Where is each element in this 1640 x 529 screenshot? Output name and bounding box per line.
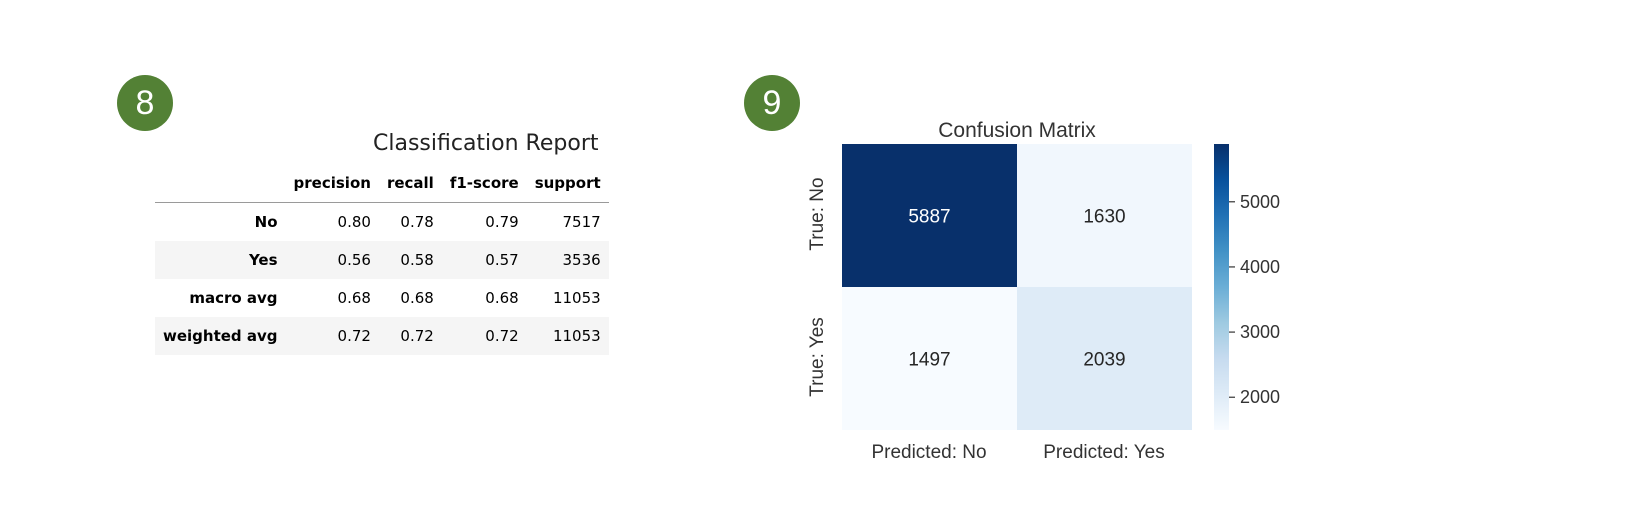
confusion-matrix-chart: Confusion Matrix 5887 1630 1497 2039 Predic… (807, 119, 1280, 463)
step-badge-8: 8 (117, 75, 173, 131)
row-label: macro avg (189, 289, 278, 307)
y-label-true-no: True: No (807, 177, 828, 250)
precision-cell: 0.68 (337, 289, 371, 307)
heatmap-cell-value: 2039 (1083, 350, 1125, 371)
heatmap-cell-value: 1630 (1083, 207, 1125, 228)
precision-cell: 0.80 (337, 213, 371, 231)
row-label: Yes (155, 241, 286, 279)
table-row: weighted avg 0.72 0.72 0.72 11053 (155, 317, 609, 355)
colorbar-tick-label: 3000 (1240, 322, 1280, 342)
report-title: Classification Report (373, 131, 599, 156)
colorbar-tick-label: 2000 (1240, 387, 1280, 407)
step-badge-9: 9 (744, 75, 800, 131)
row-label: weighted avg (155, 317, 286, 355)
header-precision: precision (285, 164, 379, 203)
precision-cell: 0.56 (285, 241, 379, 279)
header-support: support (526, 164, 609, 203)
row-label: No (254, 213, 278, 231)
table-row: Yes 0.56 0.58 0.57 3536 (155, 241, 609, 279)
table-header-row: precision recall f1-score support (155, 164, 609, 203)
heatmap-cell (1017, 144, 1192, 287)
table-row: macro avg 0.68 0.68 0.68 11053 (155, 279, 609, 317)
heatmap-cell-value: 5887 (908, 207, 950, 228)
recall-cell: 0.72 (378, 317, 442, 355)
support-cell: 3536 (526, 241, 609, 279)
header-recall: recall (378, 164, 442, 203)
heatmap-cell (842, 144, 1017, 287)
y-label-true-yes: True: Yes (807, 317, 828, 397)
recall-cell: 0.58 (378, 241, 442, 279)
heatmap-cell (842, 287, 1017, 430)
support-cell: 11053 (552, 289, 601, 307)
f1-cell: 0.79 (485, 213, 519, 231)
colorbar-tick-label: 4000 (1240, 257, 1280, 277)
recall-cell: 0.78 (400, 213, 434, 231)
heatmap-cell-value: 1497 (908, 350, 950, 371)
table-row: No 0.80 0.78 0.79 7517 (155, 203, 609, 242)
f1-cell: 0.68 (485, 289, 519, 307)
f1-cell: 0.72 (441, 317, 527, 355)
x-label-predicted-yes: Predicted: Yes (1043, 442, 1164, 463)
colorbar-tick-label: 5000 (1240, 192, 1280, 212)
colorbar (1214, 144, 1229, 430)
header-blank (155, 164, 286, 203)
heatmap-cell (1017, 287, 1192, 430)
classification-report-table: precision recall f1-score support No 0.8… (155, 164, 609, 355)
recall-cell: 0.68 (400, 289, 434, 307)
support-cell: 7517 (562, 213, 601, 231)
precision-cell: 0.72 (285, 317, 379, 355)
header-f1-score: f1-score (441, 164, 527, 203)
chart-title: Confusion Matrix (938, 119, 1096, 142)
f1-cell: 0.57 (441, 241, 527, 279)
support-cell: 11053 (526, 317, 609, 355)
x-label-predicted-no: Predicted: No (871, 442, 986, 463)
